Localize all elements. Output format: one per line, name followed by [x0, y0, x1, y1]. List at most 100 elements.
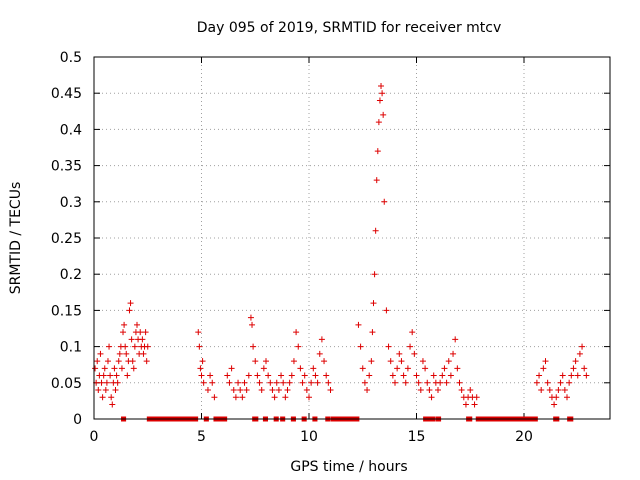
data-point — [92, 365, 99, 372]
data-point — [273, 379, 280, 386]
data-point — [422, 365, 429, 372]
data-point — [381, 198, 388, 205]
data-point — [286, 379, 293, 386]
data-point — [546, 387, 553, 394]
data-point — [361, 379, 368, 386]
data-point — [409, 329, 416, 336]
data-point — [579, 343, 586, 350]
data-point — [454, 365, 461, 372]
data-point — [224, 372, 231, 379]
x-tick-label: 0 — [90, 429, 99, 445]
data-point — [301, 372, 308, 379]
data-point — [284, 387, 291, 394]
data-point — [450, 350, 457, 357]
data-point — [131, 343, 138, 350]
data-point — [357, 343, 364, 350]
data-point — [411, 350, 418, 357]
data-point — [124, 372, 131, 379]
data-point — [197, 365, 204, 372]
x-tick-label: 10 — [300, 429, 318, 445]
data-point — [359, 365, 366, 372]
data-point — [314, 379, 321, 386]
y-tick-label: 0.3 — [60, 195, 82, 211]
data-point — [415, 379, 422, 386]
data-point — [561, 387, 568, 394]
data-point — [413, 372, 420, 379]
data-point — [199, 358, 206, 365]
y-tick-label: 0 — [73, 412, 82, 428]
data-point — [312, 372, 319, 379]
data-point — [104, 358, 111, 365]
y-tick-label: 0.15 — [51, 303, 82, 319]
data-point — [103, 379, 110, 386]
data-point — [378, 82, 385, 89]
y-tick-label: 0.35 — [51, 159, 82, 175]
data-point — [237, 387, 244, 394]
data-point — [394, 365, 401, 372]
data-point — [306, 394, 312, 401]
data-point — [250, 343, 257, 350]
data-point — [368, 358, 375, 365]
data-point — [94, 358, 101, 365]
data-point — [424, 379, 431, 386]
data-point — [439, 372, 446, 379]
data-point — [417, 387, 424, 394]
data-point — [249, 321, 256, 328]
data-point — [318, 336, 325, 343]
data-point — [102, 387, 109, 394]
data-point — [247, 314, 254, 321]
data-point — [107, 372, 114, 379]
y-axis: 0 0.05 0.1 0.15 0.2 0.25 0.3 0.35 0.4 0.45 0.5 — [51, 50, 610, 428]
data-point — [369, 329, 376, 336]
data-point — [297, 365, 304, 372]
data-point — [310, 365, 317, 372]
data-point — [299, 379, 306, 386]
data-point — [295, 343, 302, 350]
data-point — [574, 372, 581, 379]
data-point — [402, 379, 409, 386]
data-point — [321, 358, 328, 365]
data-point — [389, 372, 396, 379]
data-point — [385, 343, 392, 350]
data-point — [437, 379, 444, 386]
data-point — [95, 387, 102, 394]
data-point — [230, 387, 237, 394]
data-point — [572, 358, 579, 365]
data-point — [372, 227, 379, 234]
data-point — [323, 372, 330, 379]
x-axis: 0 5 10 15 20 — [90, 57, 533, 445]
data-point — [140, 350, 147, 357]
data-point — [204, 387, 211, 394]
data-point — [471, 401, 478, 408]
data-point — [375, 119, 382, 126]
data-point — [555, 387, 562, 394]
data-point — [426, 387, 433, 394]
data-point — [430, 372, 437, 379]
data-point — [316, 350, 323, 357]
data-point — [288, 372, 295, 379]
data-point — [228, 365, 235, 372]
data-point — [559, 372, 566, 379]
data-point — [566, 379, 573, 386]
data-point — [366, 372, 373, 379]
x-tick-label: 20 — [515, 429, 533, 445]
data-point — [235, 379, 242, 386]
data-point — [536, 372, 543, 379]
data-point — [462, 401, 469, 408]
data-point — [568, 372, 575, 379]
data-point — [99, 394, 106, 401]
data-point — [364, 387, 371, 394]
data-point — [137, 329, 144, 336]
data-point — [239, 394, 246, 401]
data-point — [376, 97, 383, 104]
data-point — [267, 379, 274, 386]
data-point — [118, 365, 125, 372]
data-point — [200, 379, 207, 386]
data-point — [113, 372, 120, 379]
data-point — [196, 343, 203, 350]
y-tick-label: 0.4 — [60, 122, 82, 138]
data-point — [243, 387, 250, 394]
data-point — [443, 379, 450, 386]
y-tick-label: 0.45 — [51, 86, 82, 102]
data-point — [380, 111, 387, 118]
